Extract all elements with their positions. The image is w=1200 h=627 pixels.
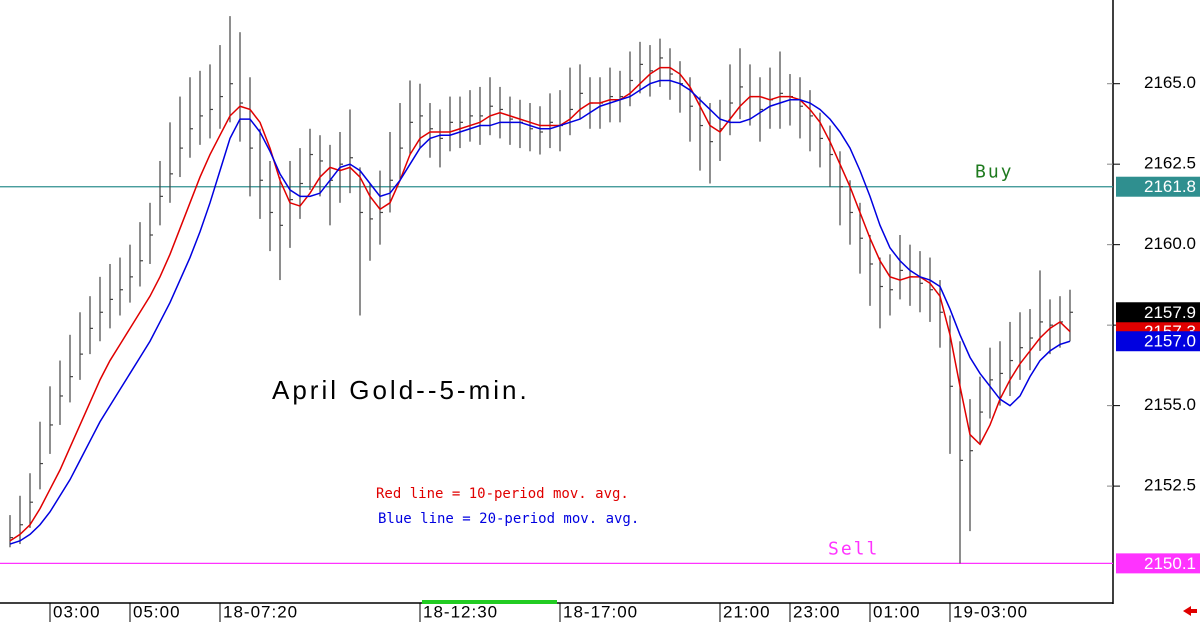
x-tick-label: 18-07:20 xyxy=(223,602,298,621)
last-value-tag xyxy=(1116,302,1200,323)
x-tick-label: 18-12:30 xyxy=(423,602,498,621)
level-tag-label: 2161.8 xyxy=(1144,177,1196,196)
last-value-tag xyxy=(1116,331,1200,352)
y-tick-label: 2162.5 xyxy=(1144,154,1196,173)
scroll-arrow[interactable] xyxy=(1183,606,1197,616)
level-tag-label: 2150.1 xyxy=(1144,554,1196,573)
x-tick-label: 05:00 xyxy=(133,602,181,621)
last-value-label: 2157.9 xyxy=(1144,303,1196,322)
x-tick-label: 03:00 xyxy=(53,602,101,621)
level-tag xyxy=(1116,553,1200,574)
level-name: Buy xyxy=(975,162,1014,183)
chart-title: April Gold--5-min. xyxy=(272,375,530,405)
level-tag xyxy=(1116,176,1200,197)
x-tick-label: 21:00 xyxy=(723,602,771,621)
moving-average-line xyxy=(9,79,1071,545)
moving-average-line xyxy=(9,66,1071,542)
annotation: Red line = 10-period mov. avg. xyxy=(376,486,629,502)
y-tick-label: 2152.5 xyxy=(1144,476,1196,495)
x-tick-label: 01:00 xyxy=(873,602,921,621)
session-highlight xyxy=(422,600,557,604)
x-tick-label: 23:00 xyxy=(793,602,841,621)
last-value-label: 2157.0 xyxy=(1144,332,1196,351)
y-tick-label: 2160.0 xyxy=(1144,234,1196,253)
x-tick-label: 18-17:00 xyxy=(563,602,638,621)
level-name: Sell xyxy=(828,538,879,559)
x-tick-label: 19-03:00 xyxy=(953,602,1028,621)
annotation: Blue line = 20-period mov. avg. xyxy=(378,511,639,527)
y-tick-label: 2155.0 xyxy=(1144,395,1196,414)
y-tick-label: 2165.0 xyxy=(1144,73,1196,92)
